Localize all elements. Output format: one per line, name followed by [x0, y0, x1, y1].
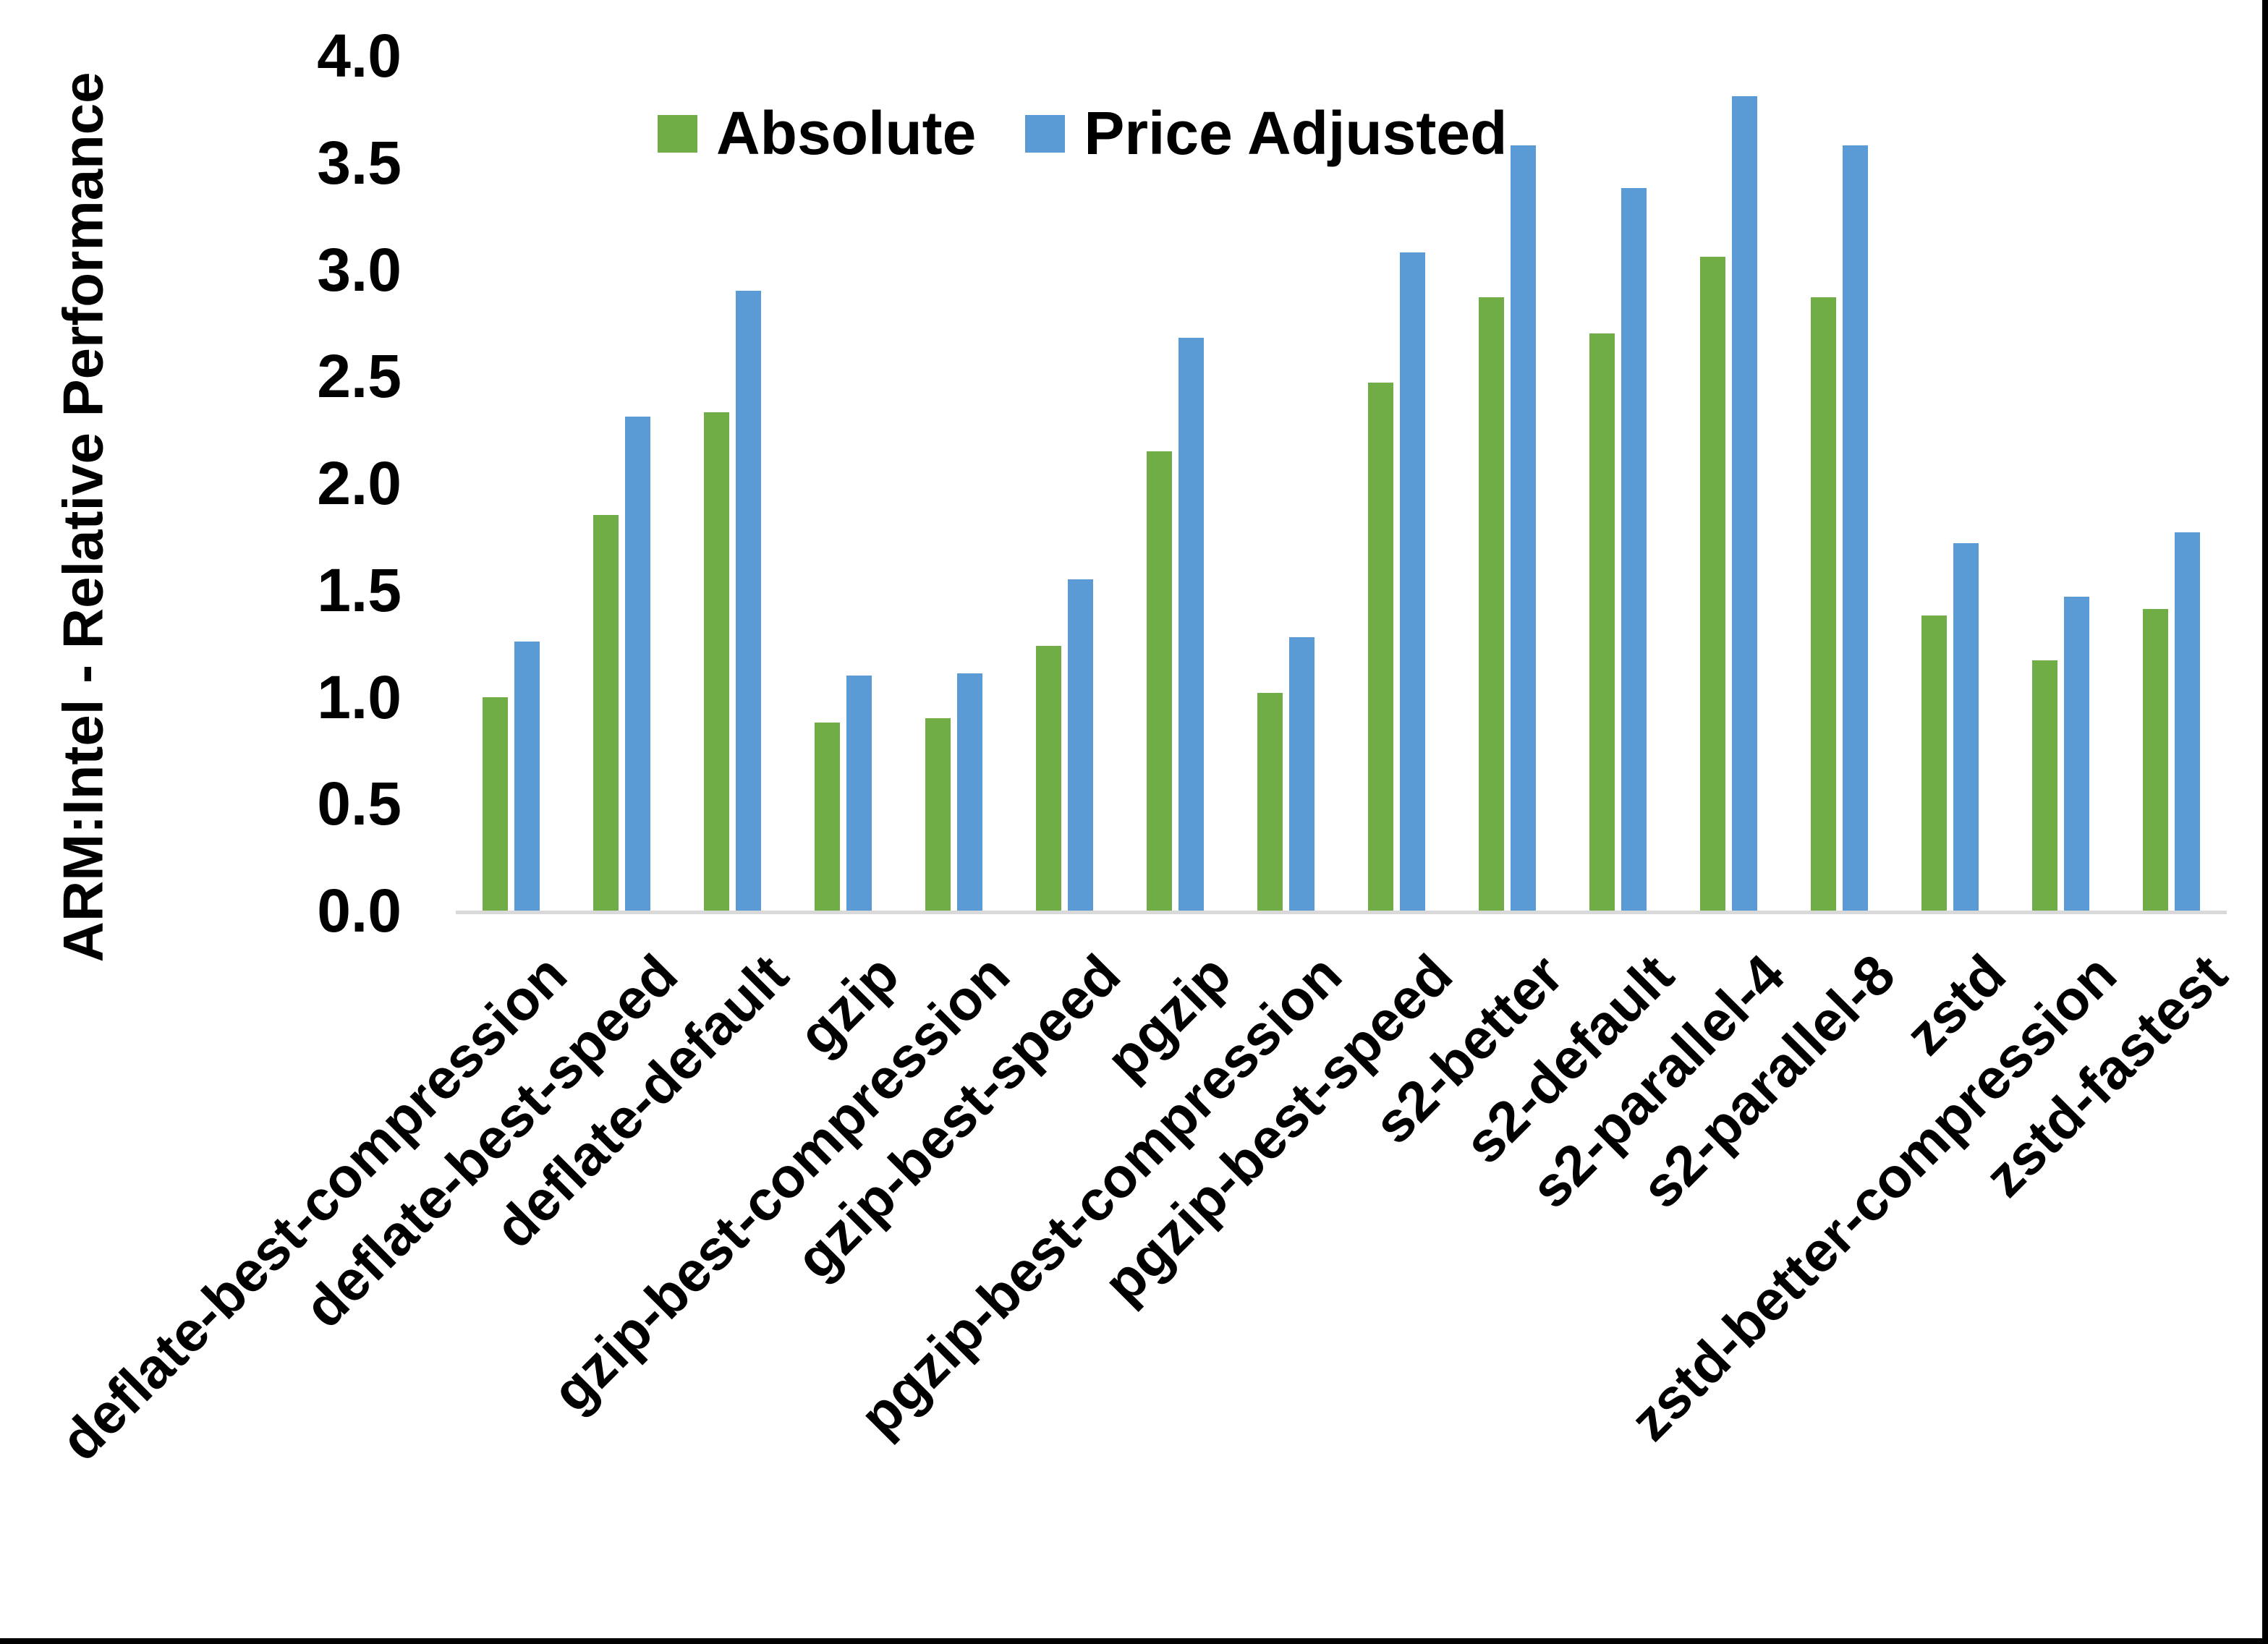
bar-absolute-deflate-best-speed	[593, 515, 619, 911]
y-tick-label-3.0: 3.0	[317, 235, 402, 304]
bar-price-adjusted-pgzip-best-speed	[1400, 252, 1425, 911]
bar-price-adjusted-zstd-better-compression	[2064, 596, 2089, 911]
bar-price-adjusted-gzip	[846, 675, 872, 911]
bar-price-adjusted-gzip-best-speed	[1068, 579, 1093, 911]
y-tick-label-2.5: 2.5	[317, 342, 402, 411]
bar-price-adjusted-deflate-default	[736, 291, 761, 911]
y-tick-label-4.0: 4.0	[317, 22, 402, 90]
bar-absolute-gzip-best-speed	[1036, 645, 1061, 911]
window-border-bottom	[0, 1638, 2268, 1644]
y-tick-label-1.0: 1.0	[317, 663, 402, 731]
y-tick-label-2.0: 2.0	[317, 449, 402, 517]
bar-absolute-deflate-default	[704, 412, 729, 911]
bar-absolute-deflate-best-compression	[483, 697, 508, 911]
bar-absolute-zstd-fastest	[2143, 609, 2168, 911]
bar-price-adjusted-zstd	[1953, 542, 1979, 911]
y-tick-label-3.5: 3.5	[317, 128, 402, 197]
bar-price-adjusted-deflate-best-speed	[625, 417, 650, 911]
bar-price-adjusted-zstd-fastest	[2175, 532, 2200, 911]
legend-swatch-absolute	[658, 114, 697, 153]
y-tick-label-1.5: 1.5	[317, 555, 402, 624]
bar-absolute-s2-better	[1479, 297, 1504, 911]
y-tick-label-0.0: 0.0	[317, 877, 402, 945]
window-border-right	[2262, 0, 2268, 1644]
bar-absolute-s2-parallel-8	[1811, 297, 1836, 911]
bar-price-adjusted-s2-parallel-4	[1732, 96, 1757, 911]
bar-absolute-gzip	[815, 722, 840, 911]
bar-absolute-pgzip-best-compression	[1257, 692, 1283, 911]
bar-price-adjusted-s2-parallel-8	[1843, 145, 1868, 911]
legend: Absolute Price Adjusted	[658, 98, 1507, 169]
y-axis-title: ARM:Intel - Relative Performance	[51, 72, 115, 963]
legend-label-price-adjusted: Price Adjusted	[1084, 99, 1508, 167]
bar-absolute-gzip-best-compression	[925, 718, 951, 911]
bar-price-adjusted-s2-default	[1621, 188, 1647, 911]
bar-price-adjusted-s2-better	[1511, 145, 1536, 911]
y-tick-label-0.5: 0.5	[317, 770, 402, 838]
bar-price-adjusted-deflate-best-compression	[514, 641, 540, 911]
bar-absolute-zstd-better-compression	[2032, 660, 2057, 911]
bar-price-adjusted-gzip-best-compression	[957, 673, 982, 911]
bar-absolute-pgzip-best-speed	[1368, 383, 1393, 911]
bar-price-adjusted-pgzip	[1178, 338, 1204, 911]
legend-swatch-price-adjusted	[1025, 114, 1066, 153]
bar-absolute-s2-parallel-4	[1700, 256, 1725, 911]
bar-absolute-pgzip	[1147, 451, 1172, 911]
bar-price-adjusted-pgzip-best-compression	[1289, 636, 1314, 911]
x-axis-line	[456, 911, 2227, 914]
bar-absolute-zstd	[1921, 616, 1947, 911]
legend-label-absolute: Absolute	[716, 99, 977, 167]
bar-absolute-s2-default	[1589, 333, 1615, 911]
